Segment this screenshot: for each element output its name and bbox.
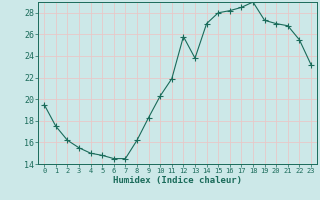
X-axis label: Humidex (Indice chaleur): Humidex (Indice chaleur): [113, 176, 242, 185]
